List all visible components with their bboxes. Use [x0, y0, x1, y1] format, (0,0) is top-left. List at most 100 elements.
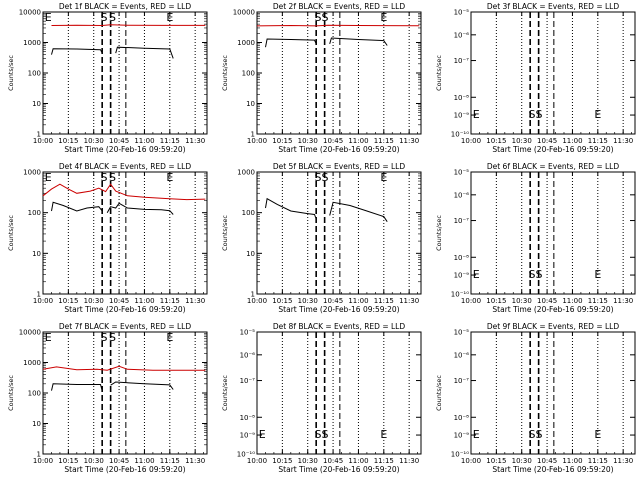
x-tick-label: 11:00: [562, 457, 582, 465]
x-tick-label: 11:30: [399, 457, 419, 465]
y-axis-label: Counts/sec: [7, 215, 15, 251]
chart-panel: Det 5f BLACK = Events, RED = LLD Start Ti…: [221, 162, 422, 314]
x-tick-label: 11:00: [562, 297, 582, 305]
y-axis-label: Counts/sec: [7, 55, 15, 91]
interval-marker-label: S: [100, 171, 107, 184]
x-tick-label: 10:00: [461, 457, 481, 465]
x-tick-label: 11:00: [134, 457, 154, 465]
chart-panel: Det 2f BLACK = Events, RED = LLD Start Ti…: [221, 2, 422, 154]
y-tick-label: 10⁻⁹: [454, 272, 470, 280]
plot-frame: [256, 171, 422, 295]
x-tick-label: 10:00: [247, 457, 267, 465]
plot-frame: [42, 171, 208, 295]
interval-marker-label: SS: [314, 11, 328, 24]
events-series-line: [106, 202, 174, 215]
x-tick-label: 11:30: [613, 137, 633, 145]
y-tick-label: 1000: [23, 359, 41, 367]
x-tick-label: 10:00: [33, 297, 53, 305]
x-tick-label: 11:30: [613, 457, 633, 465]
interval-marker-label: E: [45, 11, 52, 24]
plot-frame: [470, 331, 636, 455]
x-tick-label: 10:15: [58, 137, 78, 145]
plot-frame: [256, 331, 422, 455]
y-tick-label: 10⁻¹⁰: [451, 451, 469, 459]
x-tick-label: 10:00: [247, 137, 267, 145]
chart-title: Det 9f BLACK = Events, RED = LLD: [487, 322, 620, 331]
x-tick-label: 10:30: [512, 297, 532, 305]
y-tick-label: 1: [251, 291, 255, 299]
y-tick-label: 10000: [19, 9, 41, 17]
x-tick-label: 10:30: [298, 137, 318, 145]
chart-panel: Det 3f BLACK = Events, RED = LLD Start Ti…: [435, 2, 636, 154]
y-tick-label: 1: [37, 131, 41, 139]
interval-marker-label: E: [380, 171, 387, 184]
x-tick-label: 10:00: [33, 137, 53, 145]
x-tick-label: 11:30: [399, 137, 419, 145]
x-tick-label: 10:45: [323, 457, 343, 465]
y-tick-label: 10⁻¹⁰: [237, 451, 255, 459]
y-axis-label: Counts/sec: [435, 55, 443, 91]
interval-marker-label: S: [109, 171, 116, 184]
y-tick-label: 100: [242, 70, 255, 78]
x-tick-label: 10:30: [512, 137, 532, 145]
interval-marker-label: E: [166, 11, 173, 24]
x-tick-label: 10:15: [272, 137, 292, 145]
x-tick-label: 11:15: [374, 297, 394, 305]
interval-marker-label: E: [473, 108, 480, 121]
y-tick-label: 10⁻⁹: [454, 432, 470, 440]
interval-marker-label: E: [380, 428, 387, 441]
events-series-line: [265, 197, 317, 220]
x-tick-label: 11:30: [399, 297, 419, 305]
events-series-line: [115, 46, 174, 59]
y-tick-label: 10⁻⁵: [454, 329, 470, 337]
chart-panel: Det 6f BLACK = Events, RED = LLD Start Ti…: [435, 162, 636, 314]
x-tick-label: 10:45: [109, 297, 129, 305]
x-axis-label: Start Time (20-Feb-16 09:59:20): [64, 145, 185, 154]
y-tick-label: 10: [246, 100, 255, 108]
y-tick-label: 1000: [23, 39, 41, 47]
interval-marker-label: E: [594, 108, 601, 121]
interval-marker-label: E: [166, 331, 173, 344]
x-tick-label: 11:30: [185, 137, 205, 145]
x-tick-label: 10:30: [298, 457, 318, 465]
events-series-line: [51, 201, 103, 212]
y-tick-label: 10⁻⁹: [240, 432, 256, 440]
chart-panel: Det 7f BLACK = Events, RED = LLD Start Ti…: [7, 322, 208, 474]
lld-series-line: [256, 24, 420, 27]
x-axis-label: Start Time (20-Feb-16 09:59:20): [278, 145, 399, 154]
x-tick-label: 11:00: [348, 297, 368, 305]
x-axis-label: Start Time (20-Feb-16 09:59:20): [492, 305, 613, 314]
y-axis-label: Counts/sec: [7, 375, 15, 411]
interval-marker-label: E: [166, 171, 173, 184]
interval-marker-label: E: [594, 428, 601, 441]
chart-title: Det 2f BLACK = Events, RED = LLD: [273, 2, 406, 11]
y-tick-label: 10⁻⁹: [454, 112, 470, 120]
y-tick-label: 10: [246, 250, 255, 258]
interval-marker-label: SS: [528, 268, 542, 281]
x-tick-label: 11:00: [348, 137, 368, 145]
chart-title: Det 3f BLACK = Events, RED = LLD: [487, 2, 620, 11]
y-tick-label: 10⁻⁶: [454, 351, 470, 359]
y-tick-label: 1000: [237, 39, 255, 47]
x-tick-label: 11:00: [562, 137, 582, 145]
y-tick-label: 10⁻⁸: [240, 414, 256, 422]
y-tick-label: 10⁻⁷: [454, 377, 470, 385]
interval-marker-label: SS: [314, 171, 328, 184]
y-axis-label: Counts/sec: [435, 215, 443, 251]
interval-marker-label: E: [45, 331, 52, 344]
lld-series-line: [51, 24, 206, 27]
chart-panel: Det 9f BLACK = Events, RED = LLD Start Ti…: [435, 322, 636, 474]
x-tick-label: 10:45: [537, 457, 557, 465]
chart-panel: Det 4f BLACK = Events, RED = LLD Start Ti…: [7, 162, 208, 314]
y-tick-label: 10⁻⁶: [240, 351, 256, 359]
y-tick-label: 10⁻⁸: [454, 414, 470, 422]
plot-frame: [470, 171, 636, 295]
y-tick-label: 10000: [19, 329, 41, 337]
plot-frame: [42, 11, 208, 135]
y-axis-label: Counts/sec: [221, 215, 229, 251]
y-axis-label: Counts/sec: [435, 375, 443, 411]
y-tick-label: 1000: [23, 169, 41, 177]
y-tick-label: 10: [32, 100, 41, 108]
x-tick-label: 11:00: [134, 297, 154, 305]
chart-panel: Det 8f BLACK = Events, RED = LLD Start Ti…: [221, 322, 422, 474]
